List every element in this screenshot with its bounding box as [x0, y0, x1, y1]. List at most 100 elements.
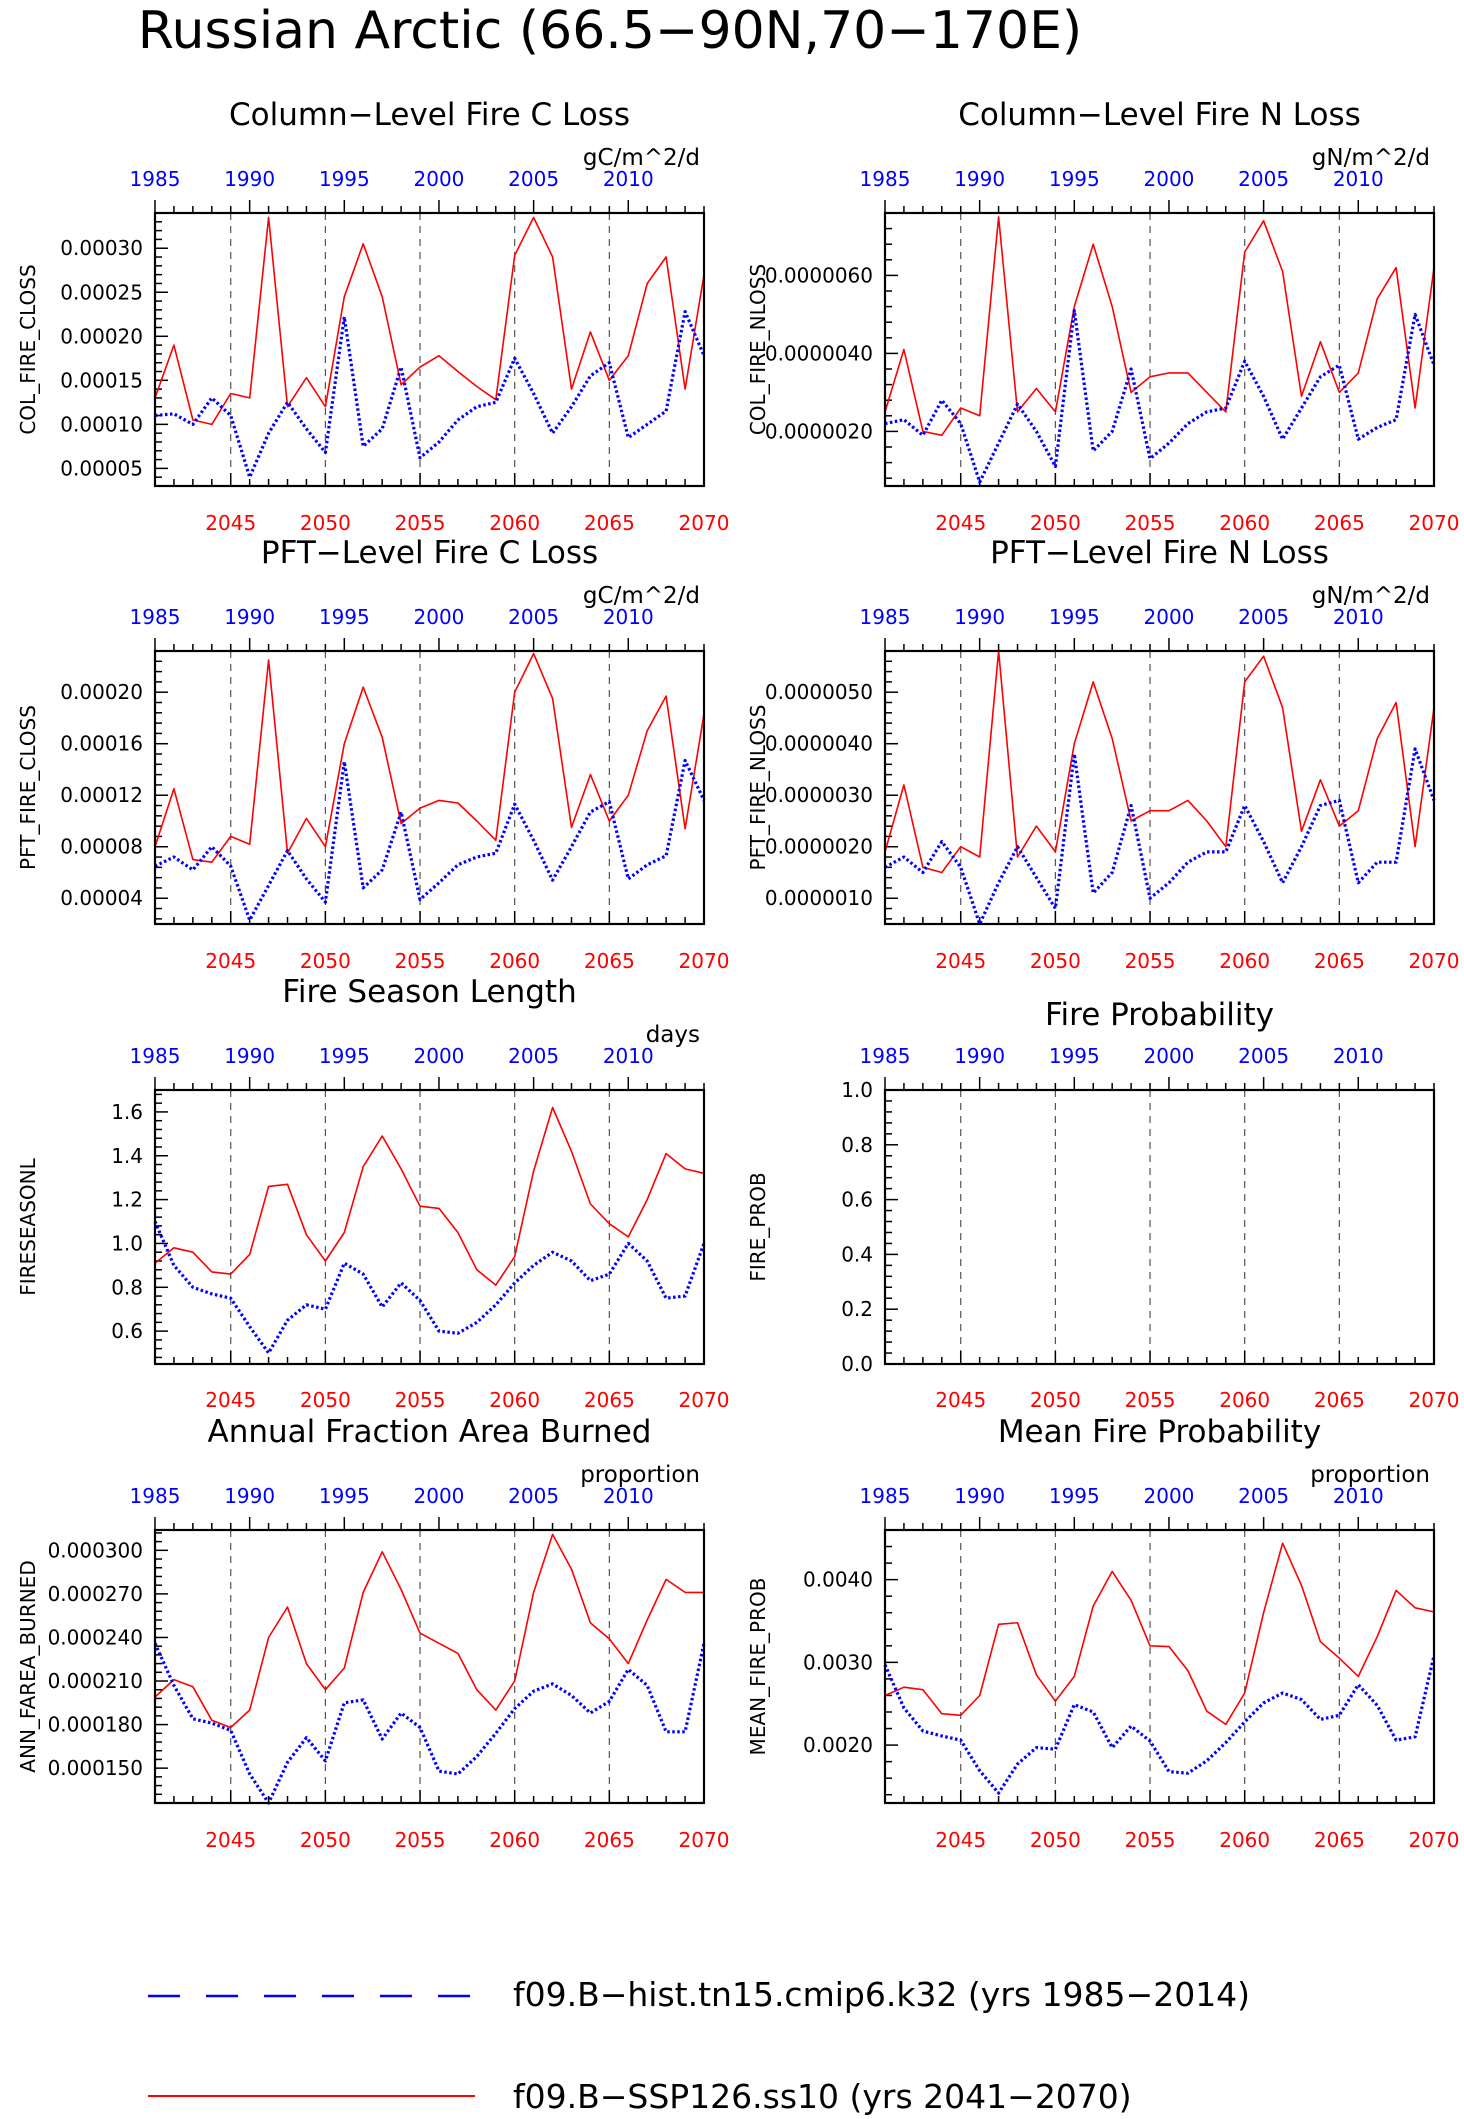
y-tick-label: 0.00012	[60, 783, 143, 807]
x-top-tick-label: 1995	[319, 605, 370, 629]
y-tick-label: 0.00030	[60, 236, 143, 260]
y-tick-label: 0.000180	[48, 1713, 143, 1737]
x-bottom-tick-label: 2070	[679, 949, 730, 973]
y-tick-label: 0.0000060	[765, 263, 873, 287]
units-label: proportion	[1310, 1462, 1430, 1488]
x-top-tick-label: 2000	[414, 1484, 465, 1508]
y-tick-label: 0.4	[841, 1242, 873, 1266]
x-top-tick-label: 2010	[1333, 1044, 1384, 1068]
y-tick-label: 0.000300	[48, 1538, 143, 1562]
units-label: days	[646, 1022, 700, 1048]
series-hist-line	[883, 1655, 1436, 1795]
x-top-tick-label: 2005	[1238, 167, 1289, 191]
x-top-tick-label: 1995	[319, 167, 370, 191]
y-tick-label: 0.0040	[803, 1568, 873, 1592]
y-tick-label: 0.0000020	[765, 835, 873, 859]
chart-title: Fire Probability	[1045, 997, 1274, 1033]
x-top-tick-label: 1990	[224, 1484, 275, 1508]
chart-panel: Fire Probability FIRE_PROB 0.0 0.2 0.4 0.6 0.8…	[746, 997, 1459, 1412]
series-hist-line	[884, 747, 1436, 926]
x-top-tick-label: 1985	[860, 1044, 911, 1068]
chart-panel: Fire Season Length days FIRESEASONL 0.6 0.8 1…	[16, 974, 729, 1412]
y-tick-label: 0.000270	[48, 1582, 143, 1606]
series-hist-line	[154, 758, 706, 922]
x-top-tick-label: 1995	[319, 1484, 370, 1508]
x-bottom-tick-label: 2055	[1125, 1828, 1176, 1852]
x-bottom-tick-label: 2050	[300, 1828, 351, 1852]
y-tick-label: 1.6	[111, 1100, 143, 1124]
x-bottom-tick-label: 2045	[935, 1828, 986, 1852]
x-top-tick-label: 1990	[954, 1044, 1005, 1068]
plot-frame	[883, 649, 1436, 926]
units-label: gN/m^2/d	[1312, 145, 1430, 171]
plot-frame	[153, 649, 706, 926]
x-top-tick-label: 1995	[1049, 1484, 1100, 1508]
y-axis-label: COL_FIRE_NLOSS	[746, 264, 770, 435]
x-top-tick-label: 1995	[1049, 1044, 1100, 1068]
y-tick-label: 0.6	[111, 1319, 143, 1343]
x-bottom-tick-label: 2055	[1125, 1388, 1176, 1412]
y-tick-label: 1.2	[111, 1188, 143, 1212]
x-bottom-tick-label: 2065	[584, 949, 635, 973]
x-top-tick-label: 1995	[1049, 167, 1100, 191]
legend-label-hist: f09.B−hist.tn15.cmip6.k32 (yrs 1985−2014…	[513, 1975, 1250, 2014]
x-top-tick-label: 1990	[954, 605, 1005, 629]
y-axis-label: COL_FIRE_CLOSS	[16, 264, 40, 434]
x-bottom-tick-label: 2045	[935, 949, 986, 973]
x-top-tick-label: 2010	[1333, 1484, 1384, 1508]
x-bottom-tick-label: 2060	[489, 1388, 540, 1412]
x-bottom-tick-label: 2065	[584, 1388, 635, 1412]
y-tick-label: 0.00005	[60, 456, 143, 480]
series-ssp-line	[154, 1106, 705, 1286]
x-top-tick-label: 2005	[508, 167, 559, 191]
x-bottom-tick-label: 2065	[584, 511, 635, 535]
x-top-tick-label: 1990	[224, 167, 275, 191]
y-tick-label: 0.00004	[60, 886, 143, 910]
y-tick-label: 0.00010	[60, 412, 143, 436]
y-tick-label: 0.0000030	[765, 783, 873, 807]
x-top-tick-label: 1985	[860, 605, 911, 629]
units-label: gN/m^2/d	[1312, 583, 1430, 609]
x-top-tick-label: 2005	[1238, 1484, 1289, 1508]
plot-frame	[153, 1088, 706, 1366]
x-top-tick-label: 2010	[603, 605, 654, 629]
x-top-tick-label: 2010	[603, 167, 654, 191]
y-tick-label: 0.000150	[48, 1756, 143, 1780]
x-bottom-tick-label: 2045	[205, 1388, 256, 1412]
x-top-tick-label: 1990	[954, 167, 1005, 191]
x-bottom-tick-label: 2070	[1409, 949, 1460, 973]
x-top-tick-label: 2000	[1144, 605, 1195, 629]
x-bottom-tick-label: 2065	[1314, 1828, 1365, 1852]
x-top-tick-label: 1990	[224, 1044, 275, 1068]
y-tick-label: 0.00020	[60, 680, 143, 704]
units-label: gC/m^2/d	[583, 145, 700, 171]
x-top-tick-label: 2010	[1333, 605, 1384, 629]
x-top-tick-label: 2010	[603, 1044, 654, 1068]
y-axis-label: FIRE_PROB	[746, 1172, 770, 1281]
legend-label-ssp: f09.B−SSP126.ss10 (yrs 2041−2070)	[513, 2077, 1132, 2116]
y-tick-label: 0.2	[841, 1297, 873, 1321]
x-top-tick-label: 1990	[954, 1484, 1005, 1508]
x-top-tick-label: 2010	[603, 1484, 654, 1508]
x-top-tick-label: 1995	[319, 1044, 370, 1068]
chart-title: Column−Level Fire C Loss	[229, 97, 630, 133]
x-bottom-tick-label: 2070	[1409, 511, 1460, 535]
x-bottom-tick-label: 2055	[395, 1388, 446, 1412]
y-axis-label: FIRESEASONL	[16, 1157, 40, 1295]
x-bottom-tick-label: 2065	[1314, 1388, 1365, 1412]
x-top-tick-label: 2005	[508, 605, 559, 629]
series-hist-line	[153, 1642, 706, 1805]
x-bottom-tick-label: 2060	[489, 949, 540, 973]
x-top-tick-label: 1990	[224, 605, 275, 629]
series-ssp-line	[884, 650, 1435, 874]
x-bottom-tick-label: 2070	[1409, 1828, 1460, 1852]
x-bottom-tick-label: 2055	[1125, 949, 1176, 973]
x-bottom-tick-label: 2055	[395, 511, 446, 535]
y-tick-label: 0.00008	[60, 835, 143, 859]
y-tick-label: 0.00016	[60, 732, 143, 756]
series-ssp-line	[884, 1542, 1435, 1726]
y-tick-label: 0.0030	[803, 1650, 873, 1674]
series-ssp-line	[154, 1533, 704, 1729]
y-tick-label: 0.00020	[60, 324, 143, 348]
